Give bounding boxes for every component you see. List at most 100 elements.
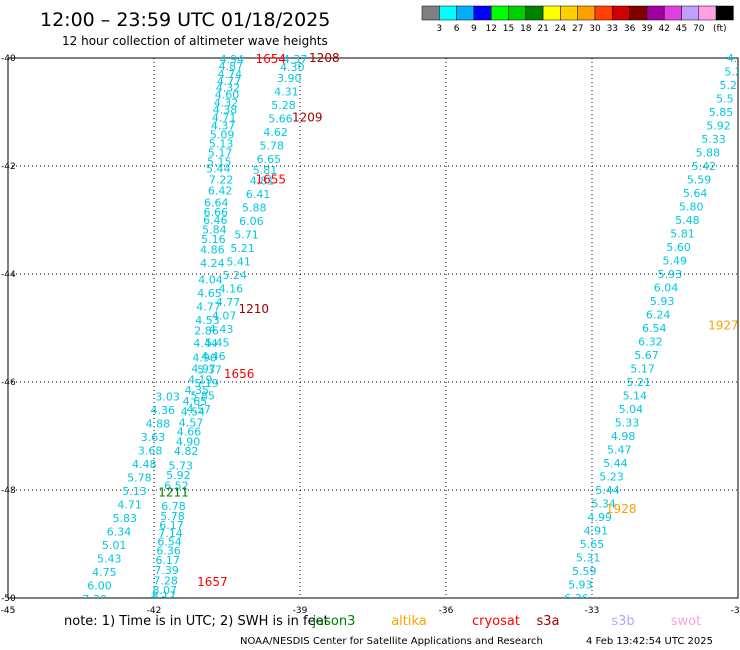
legend-swatch xyxy=(525,5,544,21)
data-points: 4.944.874.744.774.324.604.324.384.714.37… xyxy=(82,52,740,608)
legend-tick-label: 15 xyxy=(503,24,514,34)
data-point-label: 6.04 xyxy=(654,282,679,295)
legend-swatch xyxy=(456,5,475,21)
data-point-label: 4.77 xyxy=(196,300,221,313)
time-label: 1928 xyxy=(606,502,637,516)
satellite-name: swot xyxy=(671,614,701,629)
data-point-label: 4.31 xyxy=(274,85,299,98)
data-point-label: 4.77 xyxy=(216,296,241,309)
legend-swatch xyxy=(421,5,440,21)
data-point-label: 8.07 xyxy=(152,584,177,597)
data-point-label: 5.24 xyxy=(223,269,248,282)
data-point-label: 5.17 xyxy=(630,363,655,376)
data-point-label: 4.46 xyxy=(201,350,226,363)
legend-swatch xyxy=(439,5,457,21)
footer-note: note: 1) Time is in UTC; 2) SWH is in fe… xyxy=(64,614,329,629)
chart-title: 12:00 – 23:59 UTC 01/18/2025 xyxy=(40,9,330,31)
data-point-label: 5.09 xyxy=(210,129,235,142)
y-tick-label: -48 xyxy=(1,486,16,496)
data-point-label: 5.80 xyxy=(679,201,704,214)
legend-tick-label: 24 xyxy=(555,24,567,34)
data-point-label: 5.37 xyxy=(197,364,222,377)
data-point-label: 4.74 xyxy=(218,68,243,81)
data-point-label: 4.71 xyxy=(212,111,237,124)
data-point-label: 6.78 xyxy=(161,500,186,513)
data-point-label: 5.78 xyxy=(160,510,185,523)
satellite-name: s3b xyxy=(611,614,634,629)
time-label: 1210 xyxy=(238,302,269,316)
legend-tick-label: 30 xyxy=(589,24,601,34)
legend-swatch xyxy=(473,5,492,21)
data-point-label: 6.00 xyxy=(87,580,112,593)
data-point-label: 5.49 xyxy=(662,255,687,268)
data-point-label: 4.44 xyxy=(193,337,218,350)
x-tick-label: -33 xyxy=(585,606,600,616)
data-point-label: 4.98 xyxy=(611,430,636,443)
data-point-label: 5.17 xyxy=(208,147,233,160)
data-point-label: 5.81 xyxy=(670,228,695,241)
data-point-label: 6.17 xyxy=(159,519,184,532)
data-point-label: 5.23 xyxy=(599,471,624,484)
data-point-label: 5.2 xyxy=(724,66,740,79)
data-point-label: 4.38 xyxy=(213,103,238,116)
legend-tick-label: 9 xyxy=(471,24,477,34)
data-point-label: 4.75 xyxy=(92,566,117,579)
data-point-label: 5.44 xyxy=(206,163,231,176)
data-point-label: 4.30 xyxy=(280,61,305,74)
data-point-label: 4.65 xyxy=(183,395,208,408)
color-legend: 3 6 9 12 15 18 21 24 27 30 33 36 39 42 45 70 xyxy=(421,5,734,34)
x-tick-label: -39 xyxy=(293,606,308,616)
data-point-label: 5.78 xyxy=(260,139,285,152)
data-point-label: 4.66 xyxy=(177,426,202,439)
data-point-label: 6.64 xyxy=(204,197,229,210)
data-point-label: 5.21 xyxy=(230,242,255,255)
time-label: 1211 xyxy=(158,486,189,500)
data-point-label: 3.68 xyxy=(138,445,163,458)
data-point-label: 6.65 xyxy=(257,153,282,166)
x-tick-label: -30 xyxy=(731,606,740,616)
data-point-label: 6.46 xyxy=(203,214,228,227)
data-point-label: 2.86 xyxy=(194,325,219,338)
legend-swatch xyxy=(542,5,561,21)
data-point-label: 4.57 xyxy=(179,417,204,430)
data-point-label: 4.71 xyxy=(117,499,142,512)
data-point-label: 6.32 xyxy=(638,336,663,349)
data-point-label: 4.99 xyxy=(588,511,613,524)
data-point-label: 7.30 xyxy=(82,593,107,606)
legend-tick-label: 12 xyxy=(485,24,496,34)
data-point-label: 4.54 xyxy=(181,406,206,419)
legend-swatch xyxy=(490,5,509,21)
data-point-label: 4.32 xyxy=(214,96,239,109)
data-point-label: 6.34 xyxy=(107,526,132,539)
data-point-label: 5.13 xyxy=(122,485,147,498)
data-point-label: 5.34 xyxy=(591,498,616,511)
legend-tick-label: 45 xyxy=(676,24,687,34)
legend-swatch xyxy=(508,5,527,21)
data-point-label: 5.64 xyxy=(683,187,708,200)
data-point-label: 4.32 xyxy=(216,82,241,95)
data-point-label: 4.94 xyxy=(220,53,245,66)
legend-tick-label: 36 xyxy=(624,24,636,34)
data-point-label: 6.66 xyxy=(204,206,229,219)
data-point-label: 5.28 xyxy=(271,99,296,112)
plot-frame xyxy=(7,57,739,599)
data-point-label: 7.14 xyxy=(158,527,183,540)
data-point-label: 4.62 xyxy=(263,126,288,139)
data-point-label: 5.33 xyxy=(615,417,640,430)
satellite-name: s3a xyxy=(536,614,559,629)
data-point-label: 5.92 xyxy=(706,120,731,133)
data-point-label: 5.60 xyxy=(666,241,691,254)
data-point-label: 6.36 xyxy=(156,544,181,557)
data-point-label: 7.76 xyxy=(151,595,176,608)
data-point-label: 5.45 xyxy=(205,337,230,350)
time-label: 1654 xyxy=(256,52,287,66)
legend-swatch xyxy=(629,5,648,21)
data-point-label: 5.43 xyxy=(97,553,122,566)
data-point-label: 7.39 xyxy=(154,564,179,577)
y-tick-label: -50 xyxy=(1,594,16,604)
legend-tick-label: 21 xyxy=(537,24,548,34)
legend-swatch xyxy=(612,5,630,21)
data-point-label: 5.15 xyxy=(207,156,232,169)
data-point-label: 5.14 xyxy=(623,390,648,403)
